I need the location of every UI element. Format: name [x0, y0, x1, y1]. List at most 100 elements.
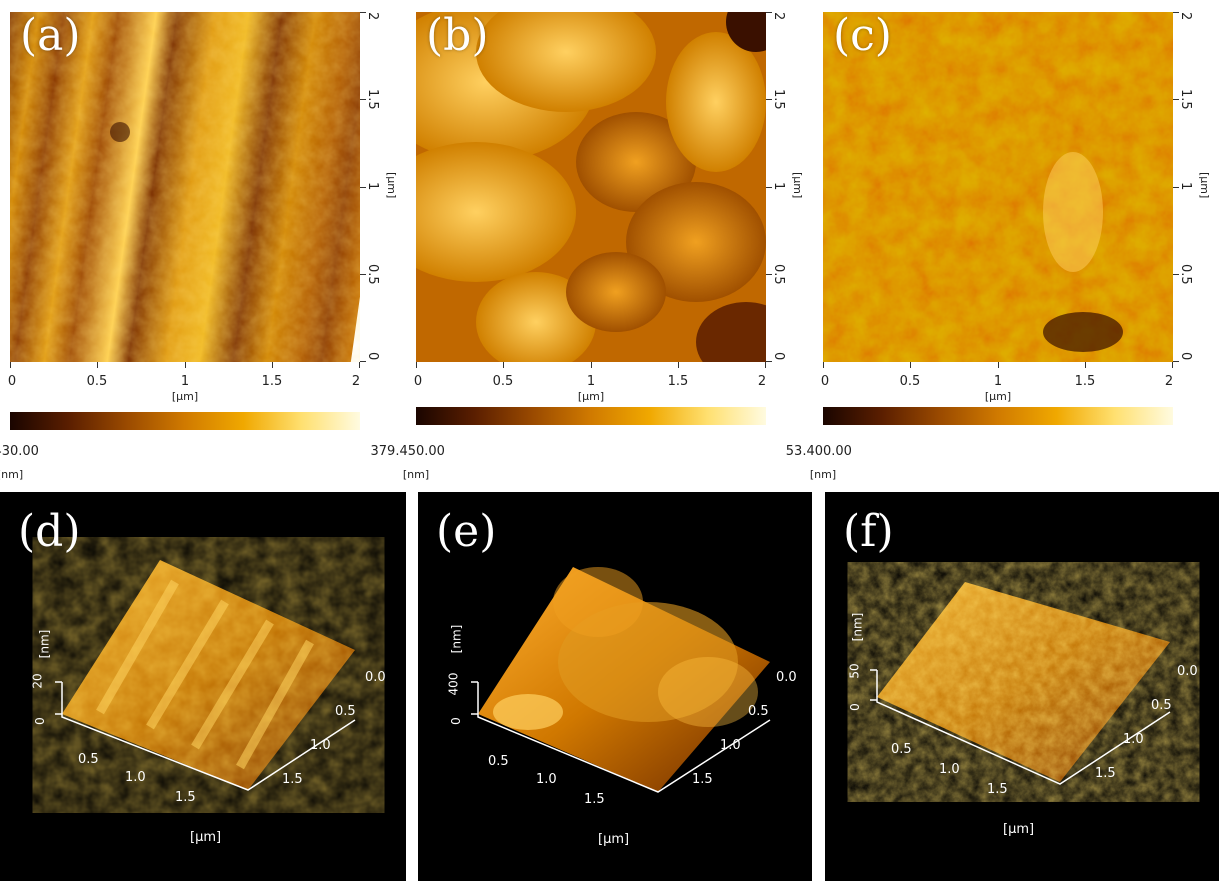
x-tick-label: 0.5	[899, 374, 921, 389]
z-axis-unit: [nm]	[850, 612, 865, 642]
x-axis-unit: [µm]	[984, 390, 1012, 403]
y-tick-label: 0.5	[335, 704, 356, 719]
afm-3d-surface-e	[471, 567, 771, 793]
x-tick-label: 1.0	[125, 770, 146, 785]
panel-label-c: (c)	[833, 10, 892, 61]
y-tick-label: 1.0	[1123, 732, 1144, 747]
y-tick-label: 1	[365, 182, 380, 191]
z-tick-label: 400	[446, 672, 461, 696]
y-tick-label: 1.0	[310, 738, 331, 753]
x-tick-label: 2	[351, 374, 361, 389]
y-tick-label: 1.5	[771, 89, 786, 110]
y-tick-label: 1.5	[692, 772, 713, 787]
colorbar-max: 379.45	[370, 444, 417, 459]
x-tick-label: 2	[757, 374, 767, 389]
x-tick-label: 0.5	[492, 374, 514, 389]
z-tick-label: 0	[32, 717, 47, 725]
afm-3d-surface-d	[55, 560, 356, 791]
afm-3d-panel-e: (e) [nm] 400 0 0.5 1.0 1.5 0.0 0.5 1.0 1…	[418, 492, 812, 881]
y-tick-label: 0	[771, 352, 786, 361]
z-tick-label: 0	[448, 717, 463, 725]
z-axis-unit: [nm]	[449, 624, 464, 654]
x-tick-label: 1.0	[939, 762, 960, 777]
x-tick-label: 0	[7, 374, 17, 389]
colorbar-b	[416, 407, 766, 425]
afm-3d-panel-f: (f) [nm] 50 0 0.5 1.0 1.5 0.0 0.5 1.0 1.…	[825, 492, 1219, 881]
afm-image-b	[416, 12, 766, 362]
z-tick-label: 0	[847, 703, 862, 711]
y-tick-label: 0	[1178, 352, 1193, 361]
y-axis-c: 0 0.5 1 1.5 2 [µm]	[1173, 12, 1213, 362]
x-tick-label: 2	[1164, 374, 1174, 389]
y-tick-label: 1.5	[365, 89, 380, 110]
colorbar-max: 53.40	[785, 444, 823, 459]
x-tick-label: 1	[180, 374, 190, 389]
x-axis-c: 0 0.5 1 1.5 2 [µm]	[820, 362, 1174, 403]
y-tick-label: 0.5	[771, 264, 786, 285]
y-tick-label: 0	[365, 352, 380, 361]
y-tick-label: 0.0	[776, 670, 797, 685]
y-tick-label: 0.5	[1178, 264, 1193, 285]
y-axis-unit: [µm]	[1198, 172, 1211, 199]
x-tick-label: 0	[413, 374, 423, 389]
y-tick-label: 0.5	[1151, 698, 1172, 713]
panel-label-b: (b)	[426, 10, 489, 61]
x-tick-label: 1.5	[667, 374, 689, 389]
y-tick-label: 0.0	[365, 670, 386, 685]
panel-label-a: (a)	[20, 10, 81, 61]
x-tick-label: 0.5	[488, 754, 509, 769]
panel-label-e: (e)	[436, 506, 497, 557]
colorbar-unit: [nm]	[0, 468, 24, 481]
x-axis-a: 0 0.5 1 1.5 2 [µm]	[7, 362, 361, 403]
y-tick-label: 2	[365, 12, 380, 21]
y-tick-label: 1.5	[1095, 766, 1116, 781]
xy-axis-unit: [µm]	[1003, 822, 1035, 837]
y-tick-label: 0.5	[365, 264, 380, 285]
colorbar-unit: [nm]	[402, 468, 430, 481]
xy-axis-unit: [µm]	[598, 832, 630, 847]
x-tick-label: 1.5	[175, 790, 196, 805]
y-axis-a: 0 0.5 1 1.5 2 [µm]	[360, 12, 400, 362]
y-axis-b: 0 0.5 1 1.5 2 [µm]	[766, 12, 806, 362]
colorbar-min: 0.00	[416, 444, 445, 459]
x-tick-label: 1.5	[987, 782, 1008, 797]
x-tick-label: 1	[993, 374, 1003, 389]
x-tick-label: 1.5	[1074, 374, 1096, 389]
panel-label-d: (d)	[18, 506, 81, 557]
colorbar-min: 0.00	[10, 444, 39, 459]
y-tick-label: 1.5	[282, 772, 303, 787]
x-axis-unit: [µm]	[577, 390, 605, 403]
colorbar-min: 0.00	[823, 444, 852, 459]
afm-3d-surface-f	[870, 582, 1171, 785]
panel-label-f: (f)	[843, 506, 894, 557]
y-tick-label: 1.0	[720, 738, 741, 753]
z-tick-label: 50	[847, 663, 862, 679]
y-tick-label: 2	[1178, 12, 1193, 21]
x-axis-unit: [µm]	[171, 390, 199, 403]
x-axis-b: 0 0.5 1 1.5 2 [µm]	[413, 362, 767, 403]
x-tick-label: 1.5	[261, 374, 283, 389]
x-tick-label: 1.5	[584, 792, 605, 807]
x-tick-label: 0.5	[86, 374, 108, 389]
x-tick-label: 0.5	[78, 752, 99, 767]
y-tick-label: 1.5	[1178, 89, 1193, 110]
afm-image-c	[823, 12, 1173, 362]
z-axis-unit: [nm]	[37, 629, 52, 659]
colorbar-max: 27.43	[0, 444, 10, 459]
y-tick-label: 0.0	[1177, 664, 1198, 679]
afm-3d-panel-d: (d) [nm] 20 0 0.5 1.0 1.5 0.0 0.5 1.0 1.…	[0, 492, 406, 881]
y-axis-unit: [µm]	[385, 172, 398, 199]
colorbar-a	[10, 412, 360, 430]
x-tick-label: 1	[586, 374, 596, 389]
xy-axis-unit: [µm]	[190, 830, 222, 845]
x-tick-label: 0.5	[891, 742, 912, 757]
y-tick-label: 2	[771, 12, 786, 21]
y-tick-label: 0.5	[748, 704, 769, 719]
afm-image-a	[10, 12, 360, 362]
y-axis-unit: [µm]	[791, 172, 804, 199]
x-tick-label: 0	[820, 374, 830, 389]
colorbar-c	[823, 407, 1173, 425]
x-tick-label: 1.0	[536, 772, 557, 787]
z-tick-label: 20	[30, 673, 45, 689]
y-tick-label: 1	[771, 182, 786, 191]
